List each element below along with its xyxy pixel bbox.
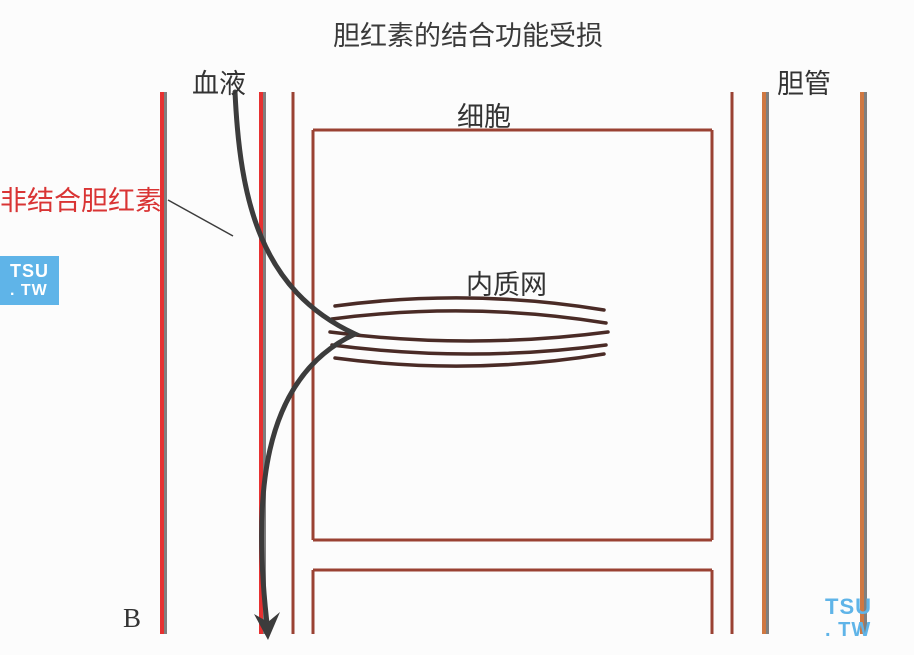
watermark-line2: . TW [10,282,49,300]
watermark-line1: TSU [10,262,49,282]
bilirubin-flow-arrow [235,92,355,640]
diagram-title: 胆红素的结合功能受损 [333,14,603,53]
label-blood: 血液 [192,62,246,101]
bile-duct-right [862,92,865,634]
watermark-line1: TSU [825,595,872,619]
watermark-line2: . TW [825,619,872,641]
label-er: 内质网 [466,263,547,302]
label-unconjugated-bilirubin: 非结合胆红素 [0,179,162,218]
cell-box-lower [313,570,712,634]
endoplasmic-reticulum [330,298,608,366]
bile-duct-left [764,92,767,634]
watermark-1: TSU . TW [0,256,59,305]
pointer-line [168,200,233,236]
watermark-2: TSU . TW [825,595,872,641]
panel-label: B [123,603,141,634]
label-cell: 细胞 [457,95,511,134]
blood-vessel-left-outer [162,92,165,634]
label-bile-duct: 胆管 [777,62,831,101]
